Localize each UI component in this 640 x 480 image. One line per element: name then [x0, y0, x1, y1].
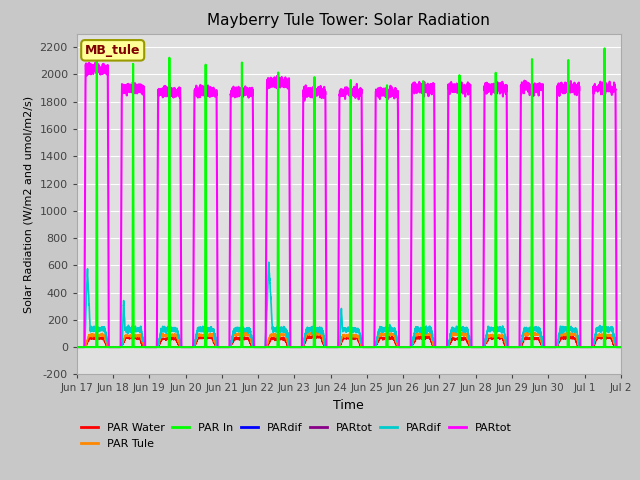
Title: Mayberry Tule Tower: Solar Radiation: Mayberry Tule Tower: Solar Radiation [207, 13, 490, 28]
Text: MB_tule: MB_tule [85, 44, 140, 57]
Y-axis label: Solar Radiation (W/m2 and umol/m2/s): Solar Radiation (W/m2 and umol/m2/s) [24, 96, 34, 312]
Legend: PAR Water, PAR Tule, PAR In, PARdif, PARtot, PARdif, PARtot: PAR Water, PAR Tule, PAR In, PARdif, PAR… [77, 419, 516, 453]
X-axis label: Time: Time [333, 399, 364, 412]
